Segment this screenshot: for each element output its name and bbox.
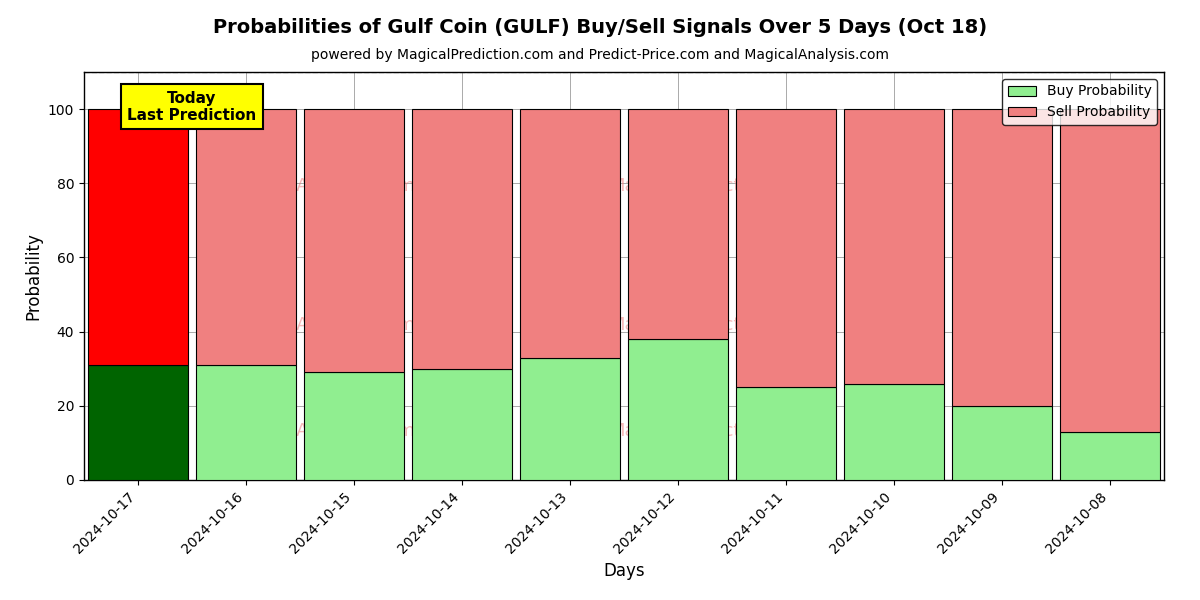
Bar [520,109,620,358]
Text: Probabilities of Gulf Coin (GULF) Buy/Sell Signals Over 5 Days (Oct 18): Probabilities of Gulf Coin (GULF) Buy/Se… [212,18,988,37]
Bar [304,373,404,480]
Bar [520,358,620,480]
Bar [1060,109,1160,432]
Bar [412,369,512,480]
Bar [628,109,728,339]
Bar [736,109,836,387]
Text: powered by MagicalPrediction.com and Predict-Price.com and MagicalAnalysis.com: powered by MagicalPrediction.com and Pre… [311,48,889,62]
Bar [736,387,836,480]
Bar [1060,432,1160,480]
Text: MagicalPrediction.com: MagicalPrediction.com [608,422,812,440]
Bar [844,383,944,480]
Text: MagicalPrediction.com: MagicalPrediction.com [608,177,812,195]
Y-axis label: Probability: Probability [24,232,42,320]
Bar [304,109,404,373]
Text: Today
Last Prediction: Today Last Prediction [127,91,257,123]
Legend: Buy Probability, Sell Probability: Buy Probability, Sell Probability [1002,79,1157,125]
Text: MagicalPrediction.com: MagicalPrediction.com [608,316,812,334]
X-axis label: Days: Days [604,562,644,580]
Bar [412,109,512,369]
Bar [196,109,296,365]
Bar [88,365,188,480]
Bar [952,109,1052,406]
Text: MagicalAnalysis.com: MagicalAnalysis.com [228,177,415,195]
Text: MagicalAnalysis.com: MagicalAnalysis.com [228,422,415,440]
Bar [952,406,1052,480]
Text: MagicalAnalysis.com: MagicalAnalysis.com [228,316,415,334]
Bar [844,109,944,383]
Bar [88,109,188,365]
Bar [196,365,296,480]
Bar [628,339,728,480]
